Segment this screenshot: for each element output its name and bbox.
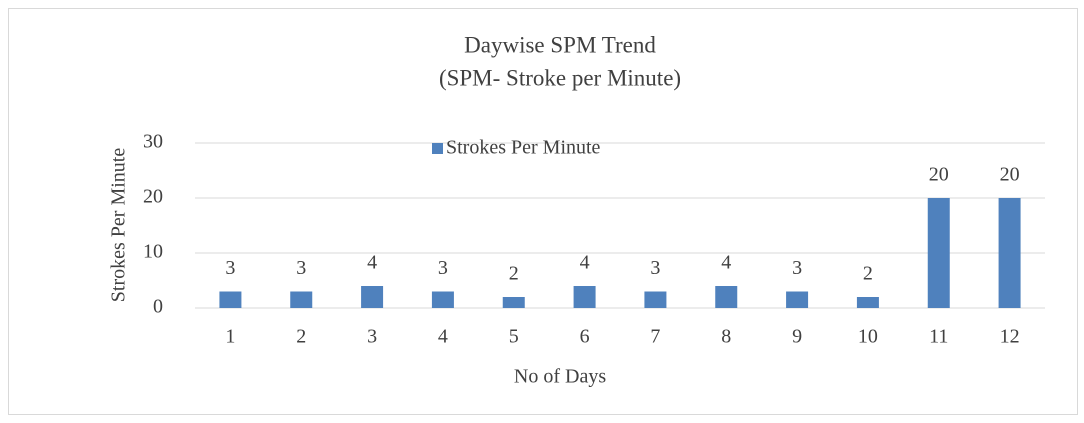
- bar: [856, 297, 879, 308]
- legend-label: Strokes Per Minute: [446, 137, 601, 159]
- chart-title: Daywise SPM Trend: [464, 32, 656, 57]
- x-tick-label: 6: [580, 326, 590, 348]
- chart-frame: [8, 8, 1078, 415]
- x-tick-label: 8: [721, 326, 731, 348]
- bar: [573, 286, 596, 308]
- data-label: 3: [296, 257, 306, 279]
- bar: [361, 286, 384, 308]
- data-label: 20: [1000, 164, 1020, 186]
- x-tick-label: 2: [296, 326, 306, 348]
- bar: [998, 198, 1021, 308]
- x-axis-title: No of Days: [514, 366, 606, 388]
- x-tick-label: 1: [225, 326, 235, 348]
- bar: [715, 286, 738, 308]
- x-tick-label: 11: [929, 326, 948, 348]
- x-tick-label: 4: [438, 326, 448, 348]
- y-tick-label: 30: [143, 131, 163, 153]
- y-tick-label: 10: [143, 241, 163, 263]
- bar: [219, 291, 242, 308]
- y-tick-label: 20: [143, 186, 163, 208]
- data-label: 2: [863, 263, 873, 285]
- x-tick-label: 10: [858, 326, 878, 348]
- y-axis-title: Strokes Per Minute: [108, 148, 130, 303]
- bar: [502, 297, 525, 308]
- data-label: 4: [367, 252, 377, 274]
- bar: [644, 291, 667, 308]
- data-label: 4: [721, 252, 731, 274]
- legend-swatch: [432, 143, 443, 154]
- bar: [431, 291, 454, 308]
- x-tick-label: 12: [1000, 326, 1020, 348]
- bar: [927, 198, 950, 308]
- data-label: 3: [792, 257, 802, 279]
- data-label: 3: [225, 257, 235, 279]
- data-label: 20: [929, 164, 949, 186]
- y-tick-label: 0: [153, 296, 163, 318]
- bar: [786, 291, 809, 308]
- x-tick-label: 3: [367, 326, 377, 348]
- x-tick-label: 5: [509, 326, 519, 348]
- data-label: 3: [650, 257, 660, 279]
- data-label: 2: [509, 263, 519, 285]
- bar: [290, 291, 313, 308]
- x-tick-label: 9: [792, 326, 802, 348]
- data-label: 4: [580, 252, 590, 274]
- data-label: 3: [438, 257, 448, 279]
- x-tick-label: 7: [650, 326, 660, 348]
- chart-subtitle: (SPM- Stroke per Minute): [439, 65, 681, 90]
